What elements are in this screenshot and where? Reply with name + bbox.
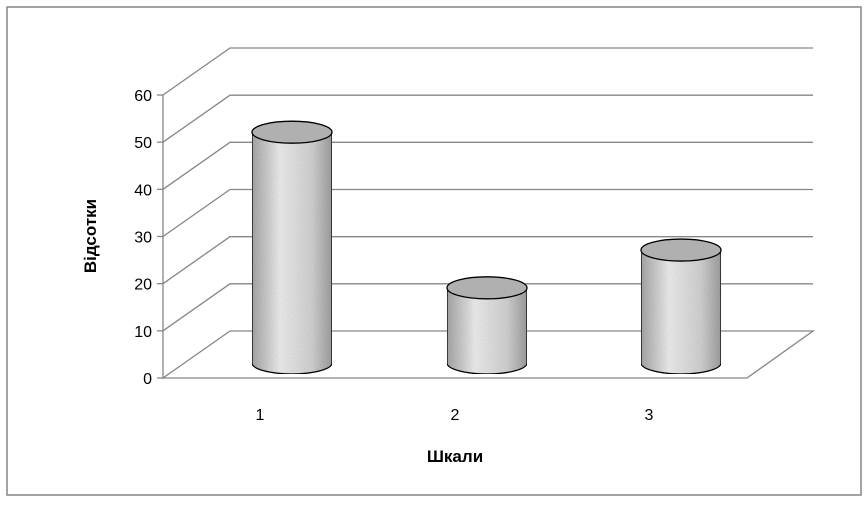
plot-floor bbox=[160, 330, 816, 379]
gridline bbox=[162, 141, 813, 190]
y-axis-title: Відсотки bbox=[81, 199, 100, 273]
gridline bbox=[162, 283, 813, 332]
x-tick-labels: 1 2 3 bbox=[256, 407, 654, 424]
gridline bbox=[162, 188, 813, 238]
chart-border bbox=[6, 6, 862, 496]
bar-body bbox=[446, 287, 528, 375]
y-tick-label: 40 bbox=[134, 182, 152, 199]
x-tick-label: 1 bbox=[256, 407, 265, 424]
bar-top bbox=[446, 276, 528, 300]
y-tick-label: 60 bbox=[134, 88, 152, 105]
floor-outline bbox=[160, 330, 816, 379]
gridline bbox=[162, 94, 813, 143]
bar bbox=[446, 276, 528, 375]
y-tick-label: 50 bbox=[134, 135, 152, 152]
y-tick-label: 20 bbox=[134, 277, 152, 294]
x-tick-label: 3 bbox=[645, 407, 654, 424]
y-tick-label: 10 bbox=[134, 324, 152, 341]
gridline bbox=[162, 236, 813, 285]
bar-body bbox=[640, 249, 722, 375]
bar-top bbox=[251, 120, 333, 144]
gridline bbox=[162, 47, 813, 96]
y-tick-label: 30 bbox=[134, 230, 152, 247]
x-tick-label: 2 bbox=[451, 407, 460, 424]
bar bbox=[640, 238, 722, 375]
bar bbox=[251, 120, 333, 375]
y-tick-label: 0 bbox=[143, 371, 152, 388]
bar-top bbox=[640, 238, 722, 262]
bars bbox=[251, 120, 722, 375]
y-tick-labels: 0 10 20 30 40 50 60 bbox=[134, 88, 152, 388]
x-axis-title: Шкали bbox=[427, 447, 483, 466]
bar-body bbox=[251, 131, 333, 375]
gridlines bbox=[157, 47, 813, 379]
